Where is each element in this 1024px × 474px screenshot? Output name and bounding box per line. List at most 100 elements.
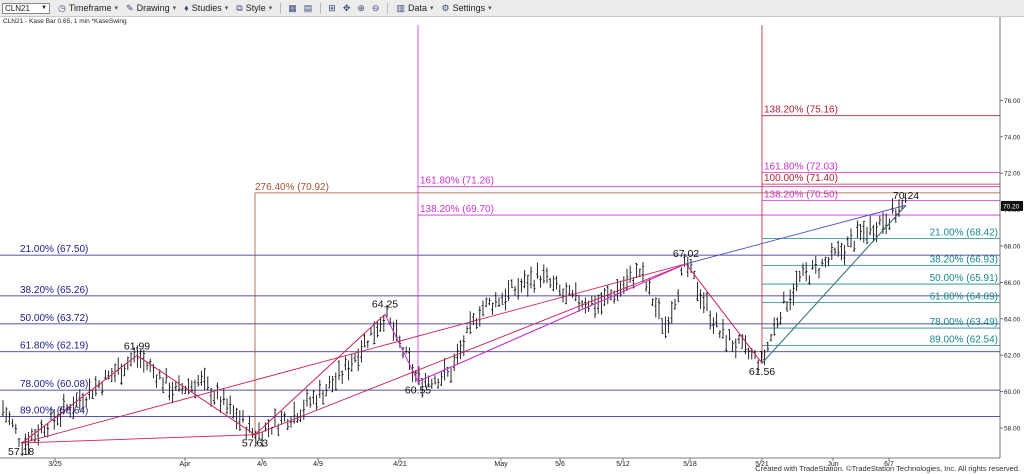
trend-line-secondary bbox=[254, 263, 687, 436]
style-label: Style bbox=[245, 3, 266, 13]
retracement-label-right-4: 78.00% (63.49) bbox=[930, 317, 998, 328]
price-tick-label-2: 62.00 bbox=[1004, 353, 1021, 360]
zoom-icon[interactable]: ⊞ bbox=[328, 2, 336, 13]
extension-label-5: 100.00% (71.40) bbox=[764, 173, 838, 184]
retracement-label-right-2: 50.00% (65.91) bbox=[930, 273, 998, 284]
chart-background bbox=[0, 17, 1024, 474]
level-labels: 21.00% (67.50) 38.20% (65.26) 50.00% (63.7… bbox=[8, 105, 998, 458]
toolbar-divider bbox=[387, 2, 389, 14]
time-tick-label-11: 6/7 bbox=[884, 461, 894, 468]
price-chart[interactable]: 21.00% (67.50) 38.20% (65.26) 50.00% (63.7… bbox=[0, 17, 1024, 474]
style-menu[interactable]: ⧉ Style ▾ bbox=[236, 3, 272, 14]
zoom-out-icon[interactable]: ⊖ bbox=[371, 2, 380, 13]
projection-anchors bbox=[254, 25, 763, 439]
retracement-label-left-3: 61.80% (62.19) bbox=[20, 341, 88, 352]
chevron-down-icon: ▾ bbox=[429, 5, 434, 12]
timeframe-label: Timeframe bbox=[68, 3, 112, 13]
time-tick-label-0: 3/25 bbox=[48, 461, 62, 468]
studies-icon: ♦ bbox=[184, 3, 189, 13]
swing-label-5: 67.02 bbox=[673, 248, 699, 260]
settings-label: Settings bbox=[452, 3, 486, 13]
swing-label-0: 57.18 bbox=[8, 446, 34, 458]
clock-icon: ◷ bbox=[58, 2, 66, 13]
last-price-label: 70.20 bbox=[1003, 203, 1020, 210]
swing-line-2 bbox=[254, 313, 386, 436]
trend-line-magenta bbox=[417, 263, 687, 383]
retracement-label-left-1: 38.20% (65.26) bbox=[20, 285, 88, 296]
price-tick-label-4: 66.00 bbox=[1004, 280, 1021, 287]
drawing-menu[interactable]: ✎ Drawing ▾ bbox=[126, 3, 176, 14]
extension-label-0: 276.40% (70.92) bbox=[255, 182, 329, 193]
retracement-label-left-0: 21.00% (67.50) bbox=[20, 244, 88, 255]
pan-icon[interactable]: ✥ bbox=[342, 2, 351, 13]
style-icon: ⧉ bbox=[236, 2, 243, 13]
data-icon: ▥ bbox=[396, 2, 405, 13]
retracement-label-left-2: 50.00% (63.72) bbox=[20, 313, 88, 324]
time-tick-label-1: Apr bbox=[180, 461, 192, 468]
layout-icon[interactable]: ▤ bbox=[303, 2, 313, 13]
time-tick-label-10: Jun bbox=[827, 461, 838, 468]
credit-text: Created with TradeStation. ©TradeStation… bbox=[755, 464, 1020, 473]
time-tick-label-6: 5/6 bbox=[555, 461, 565, 468]
time-tick-label-2: 4/6 bbox=[257, 461, 267, 468]
toolbar-divider bbox=[280, 2, 282, 14]
swing-label-4: 60.55 bbox=[405, 385, 431, 397]
trend-line-teal bbox=[761, 204, 907, 364]
time-tick-label-4: 4/21 bbox=[393, 461, 407, 468]
retracement-label-left-5: 89.00% (58.64) bbox=[20, 405, 88, 416]
time-tick-label-8: 5/18 bbox=[683, 461, 697, 468]
swing-label-2: 57.63 bbox=[242, 438, 268, 450]
chevron-down-icon: ▾ bbox=[114, 5, 119, 12]
price-tick-label-8: 74.00 bbox=[1004, 134, 1021, 141]
extension-label-3: 138.20% (75.16) bbox=[764, 105, 838, 116]
price-tick-label-1: 60.00 bbox=[1004, 389, 1021, 396]
swing-label-6: 61.56 bbox=[749, 366, 775, 378]
toolbar: CLN21 ▼ ◷ Timeframe ▾ ✎ Drawing ▾ ♦ Stud… bbox=[0, 0, 1024, 17]
retracement-label-right-1: 38.20% (66.93) bbox=[930, 254, 998, 265]
price-tick-label-0: 58.00 bbox=[1004, 426, 1021, 433]
drawing-label: Drawing bbox=[136, 3, 170, 13]
price-tick-label-5: 68.00 bbox=[1004, 244, 1021, 251]
extension-label-6: 138.20% (70.50) bbox=[764, 190, 838, 201]
toolbar-divider bbox=[320, 2, 322, 14]
data-menu[interactable]: ▥ Data ▾ bbox=[396, 3, 433, 14]
gear-icon: ⚙ bbox=[441, 2, 450, 13]
price-axis: 58.0060.0062.0064.0066.0068.0070.0072.00… bbox=[999, 17, 1023, 458]
price-tick-label-3: 64.00 bbox=[1004, 316, 1021, 323]
symbol-label: CLN21 bbox=[5, 3, 30, 13]
settings-menu[interactable]: ⚙ Settings ▾ bbox=[442, 3, 492, 14]
swing-label-7: 70.24 bbox=[893, 190, 919, 202]
symbol-selector[interactable]: CLN21 ▼ bbox=[2, 2, 50, 14]
zoom-in-icon[interactable]: ⊕ bbox=[357, 2, 365, 13]
extension-label-1: 161.80% (71.26) bbox=[420, 176, 494, 187]
price-bars bbox=[1, 192, 907, 457]
fib-levels bbox=[0, 115, 1000, 417]
time-tick-label-5: May bbox=[494, 461, 508, 468]
retracement-label-right-0: 21.00% (68.42) bbox=[930, 227, 998, 238]
trend-line-blue bbox=[685, 204, 907, 265]
time-tick-label-7: 5/12 bbox=[616, 461, 630, 468]
chevron-down-icon: ▾ bbox=[172, 5, 177, 12]
time-tick-label-9: 5/21 bbox=[755, 461, 769, 468]
last-price-marker bbox=[1001, 200, 1023, 211]
price-tick-label-9: 76.00 bbox=[1004, 98, 1021, 105]
chevron-down-icon: ▾ bbox=[268, 5, 273, 12]
studies-menu[interactable]: ♦ Studies ▾ bbox=[184, 3, 228, 13]
swing-lines bbox=[21, 204, 907, 444]
timeframe-menu[interactable]: ◷ Timeframe ▾ bbox=[58, 3, 118, 14]
retracement-label-left-4: 78.00% (60.08) bbox=[20, 379, 88, 390]
trend-line-main bbox=[21, 263, 687, 444]
studies-label: Studies bbox=[191, 3, 222, 13]
grid-icon[interactable]: ▦ bbox=[288, 2, 297, 13]
retracement-label-right-5: 89.00% (62.54) bbox=[930, 334, 998, 345]
swing-label-1: 61.99 bbox=[124, 340, 150, 352]
price-tick-label-7: 72.00 bbox=[1004, 171, 1021, 178]
chevron-down-icon: ▾ bbox=[224, 5, 229, 12]
swing-label-3: 64.25 bbox=[372, 298, 398, 310]
trend-line-base bbox=[21, 434, 256, 444]
swing-line-5 bbox=[685, 263, 763, 364]
time-tick-label-3: 4/9 bbox=[313, 461, 323, 468]
extension-label-2: 138.20% (69.70) bbox=[420, 204, 494, 215]
chevron-down-icon: ▼ bbox=[41, 5, 47, 11]
swing-line-0 bbox=[21, 354, 138, 444]
